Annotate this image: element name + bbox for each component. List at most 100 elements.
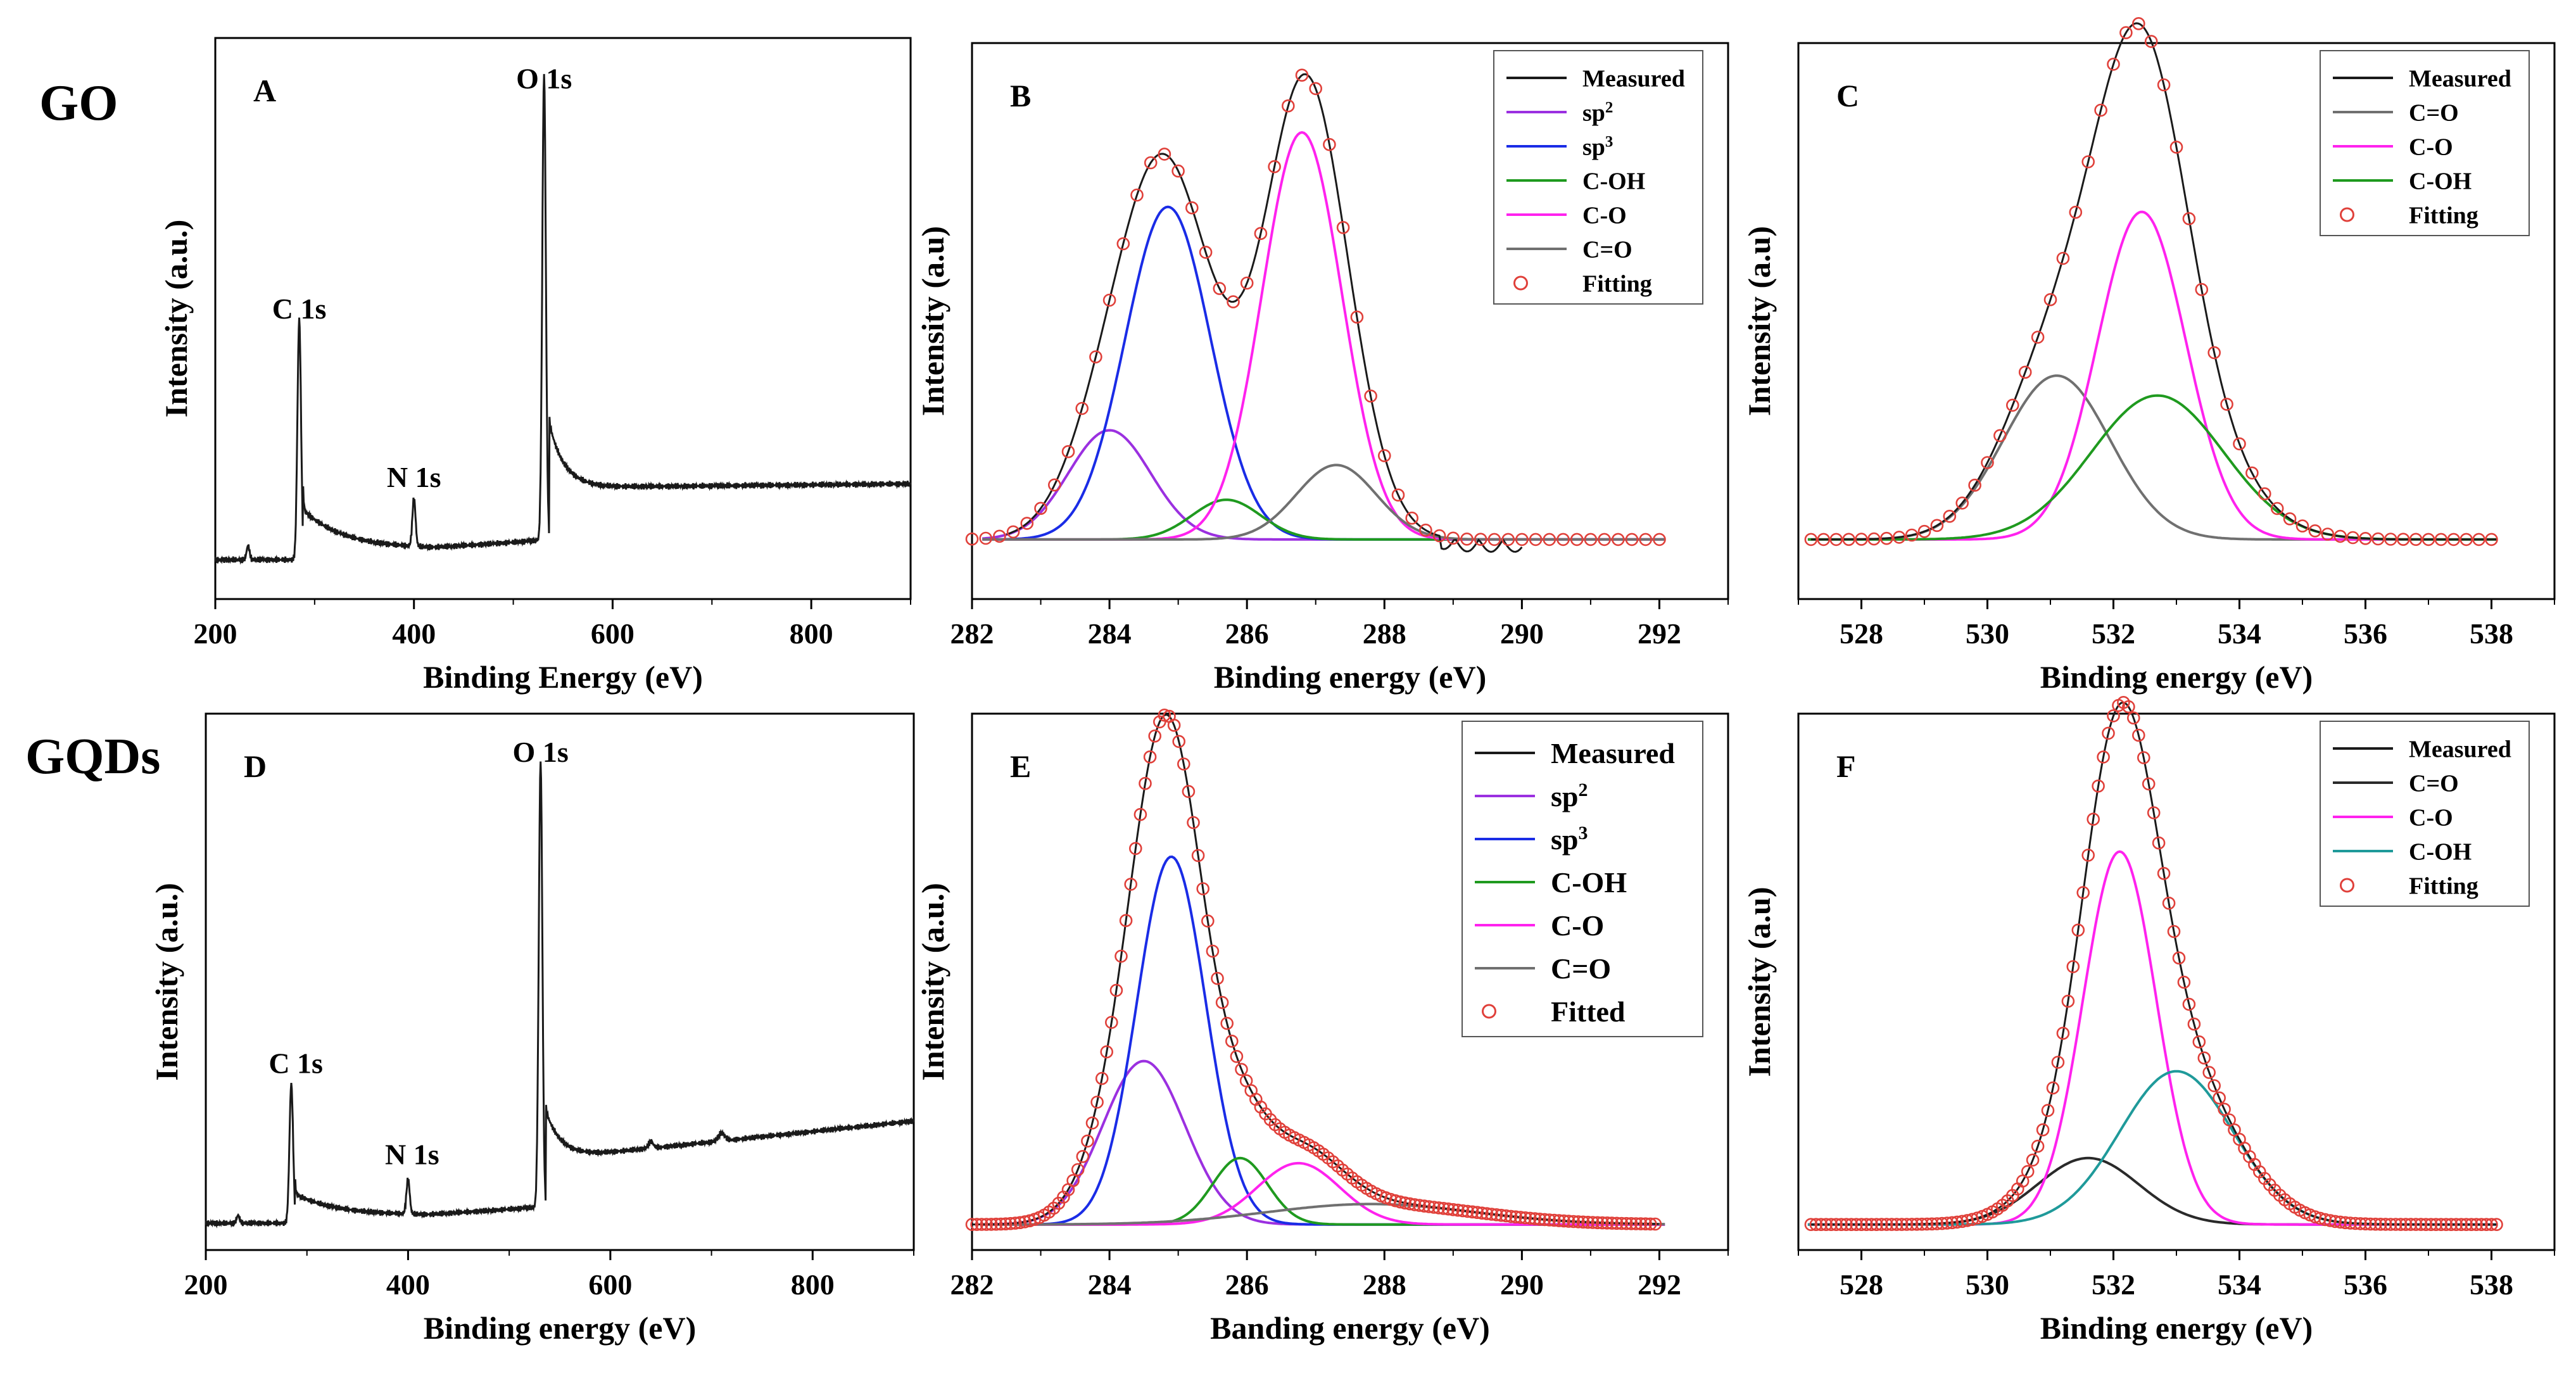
fitting-point — [1398, 1196, 1412, 1209]
fitting-point — [1644, 1217, 1657, 1231]
fitting-point — [2447, 533, 2461, 546]
fitting-point — [2409, 533, 2423, 546]
legend-entry-label: C=O — [1551, 952, 1611, 985]
legend-entry-label: C-OH — [2409, 168, 2472, 194]
fitting-points — [1804, 16, 2498, 546]
fitting-point — [1109, 983, 1123, 997]
fitting-point — [2321, 527, 2335, 541]
fitting-point — [1427, 1201, 1441, 1214]
panel-c: 528 530 532 534 536 538 Binding energy (eV) Int… — [1741, 16, 2556, 695]
fitting-point — [1639, 1217, 1652, 1230]
fitting-point — [1470, 1206, 1484, 1219]
measured-curve — [1810, 701, 2497, 1226]
fitting-point — [2152, 836, 2166, 850]
fitting-point — [1456, 1204, 1470, 1218]
fitting-point — [1085, 1116, 1099, 1130]
x-tick-label: 534 — [2218, 1268, 2261, 1301]
fitting-point — [1451, 1203, 1465, 1217]
fitting-point — [2092, 780, 2105, 793]
x-tick-label: 528 — [1840, 617, 1883, 650]
fitting-point — [2475, 1218, 2488, 1231]
measured-curve — [1810, 22, 2497, 541]
x-tick-label: 538 — [2470, 1268, 2513, 1301]
fitting-point — [1629, 1217, 1643, 1230]
fitting-point — [2371, 532, 2385, 546]
fitting-point — [2220, 398, 2233, 411]
fitting-point — [1824, 1218, 1838, 1231]
component-curve-c-o — [1807, 1156, 2498, 1226]
fitting-point — [1095, 1071, 1109, 1085]
fitting-point — [1513, 1211, 1527, 1224]
fitting-point — [1842, 533, 1855, 546]
x-tick-label: 282 — [950, 1268, 994, 1301]
fitting-point — [2031, 1139, 2045, 1153]
fitting-point — [2429, 1218, 2443, 1231]
fitting-point — [2485, 1218, 2498, 1231]
measured-curve — [1006, 73, 1523, 553]
panel-e: 282 284 286 288 290 292 Banding energy (eV) Int… — [915, 709, 1729, 1346]
fitting-point — [2233, 437, 2246, 451]
fitting-point — [1215, 995, 1229, 1009]
legend-entry-label: C-OH — [2409, 838, 2472, 865]
fitting-point — [1177, 757, 1190, 771]
fitting-point — [1625, 533, 1639, 546]
legend-box — [1462, 721, 1703, 1037]
fitting-point — [965, 532, 979, 546]
fitting-point — [1855, 1218, 1868, 1231]
component-curve-c-o — [1807, 210, 2498, 541]
fitting-point — [1867, 532, 1881, 546]
x-tick-label: 528 — [1840, 1268, 1883, 1301]
fitting-point — [1968, 478, 1981, 492]
fitting-point — [1543, 533, 1556, 546]
fitting-point — [2459, 533, 2473, 546]
legend-entry-label: sp3 — [1582, 133, 1613, 161]
fitting-point — [1114, 949, 1128, 963]
fitting-point — [1900, 1218, 1914, 1231]
fitting-point — [1105, 1016, 1118, 1029]
x-tick-label: 536 — [2344, 617, 2387, 650]
fitting-point — [1480, 1207, 1494, 1220]
legend-entry-label: C=O — [2409, 99, 2459, 126]
fitting-point — [1880, 1218, 1893, 1231]
fitting-point — [1905, 1218, 1919, 1231]
fitting-point — [2061, 994, 2075, 1008]
fitting-point — [1570, 533, 1584, 546]
fitting-points — [965, 709, 1662, 1231]
fitting-point — [1061, 445, 1075, 458]
fitting-point — [1925, 1217, 1939, 1231]
legend-entry-label: Measured — [2409, 65, 2511, 92]
fitting-point — [1494, 1208, 1508, 1222]
fitting-point — [1013, 1216, 1027, 1229]
x-tick-label: 400 — [386, 1268, 430, 1301]
x-tick-label: 290 — [1500, 617, 1544, 650]
fitting-point — [2409, 1218, 2423, 1231]
fitting-point — [2349, 1216, 2362, 1230]
y-axis-label: Intensity (a.u) — [915, 226, 950, 416]
fitting-point — [2107, 58, 2120, 71]
fitting-point — [2127, 711, 2140, 725]
fitting-point — [2223, 1113, 2236, 1127]
fitting-point — [2069, 205, 2083, 219]
fitting-point — [1020, 517, 1034, 530]
fitting-point — [1489, 1208, 1503, 1222]
fitting-point — [1598, 533, 1611, 546]
fitting-point — [1556, 533, 1570, 546]
fitting-point — [1076, 1150, 1090, 1163]
x-axis-label: Binding energy (eV) — [2040, 659, 2313, 695]
fitting-point — [1071, 1163, 1085, 1177]
fitting-point — [1171, 164, 1185, 178]
fitting-point — [1475, 1206, 1489, 1220]
fitting-point — [1624, 1217, 1638, 1230]
panel-letter-d: D — [244, 748, 267, 784]
fitting-point — [2396, 533, 2410, 546]
x-tick-label: 532 — [2092, 1268, 2135, 1301]
fitting-point — [1829, 533, 1843, 546]
fitting-point — [2394, 1218, 2408, 1231]
component-curve-c-oh — [1807, 1070, 2498, 1226]
legend: Measured C=O C-O C-OH Fitting — [2320, 721, 2530, 907]
fitting-point — [1432, 529, 1446, 543]
panel-b: 282 284 286 288 290 292 Binding energy (eV) Int… — [915, 42, 1729, 695]
fitting-point — [1920, 1217, 1934, 1231]
panel-letter-a: A — [253, 73, 276, 108]
